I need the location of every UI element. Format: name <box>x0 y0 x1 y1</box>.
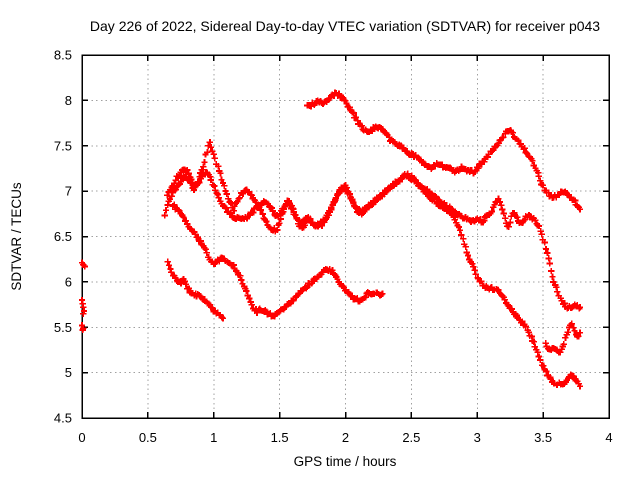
y-tick-label: 8.5 <box>54 48 72 63</box>
x-tick-label: 2 <box>342 430 349 445</box>
series-markers-t0-cluster <box>78 259 88 334</box>
series-markers-arc-low-short <box>164 258 227 322</box>
x-tick-label: 1.5 <box>271 430 289 445</box>
x-tick-label: 0.5 <box>139 430 157 445</box>
series-markers-arc-top <box>304 89 584 213</box>
y-tick-label: 7 <box>65 184 72 199</box>
series-markers-arc-upper-wobble <box>161 169 584 390</box>
x-tick-labels: 0 0.5 1 1.5 2 2.5 3 3.5 4 <box>78 430 612 445</box>
y-tick-label: 6.5 <box>54 229 72 244</box>
y-axis-label: SDTVAR / TECUs <box>9 182 24 291</box>
x-tick-label: 1 <box>210 430 217 445</box>
y-tick-label: 5 <box>65 365 72 380</box>
x-tick-label: 3 <box>474 430 481 445</box>
y-tick-label: 8 <box>65 93 72 108</box>
y-tick-label: 6 <box>65 274 72 289</box>
x-tick-label: 4 <box>605 430 612 445</box>
x-axis-label: GPS time / hours <box>294 454 397 469</box>
x-tick-label: 3.5 <box>534 430 552 445</box>
x-tick-label: 0 <box>78 430 85 445</box>
y-tick-label: 5.5 <box>54 320 72 335</box>
x-tick-label: 2.5 <box>402 430 420 445</box>
data-points <box>78 89 584 390</box>
y-tick-labels: 4.5 5 5.5 6 6.5 7 7.5 8 8.5 <box>54 48 72 426</box>
axis-ticks <box>81 54 610 419</box>
y-tick-label: 4.5 <box>54 411 72 426</box>
series-markers-arc-right-squiggle <box>542 320 584 356</box>
series-markers-arc-low-long <box>169 201 386 320</box>
y-tick-label: 7.5 <box>54 138 72 153</box>
chart-title: Day 226 of 2022, Sidereal Day-to-day VTE… <box>90 18 600 34</box>
